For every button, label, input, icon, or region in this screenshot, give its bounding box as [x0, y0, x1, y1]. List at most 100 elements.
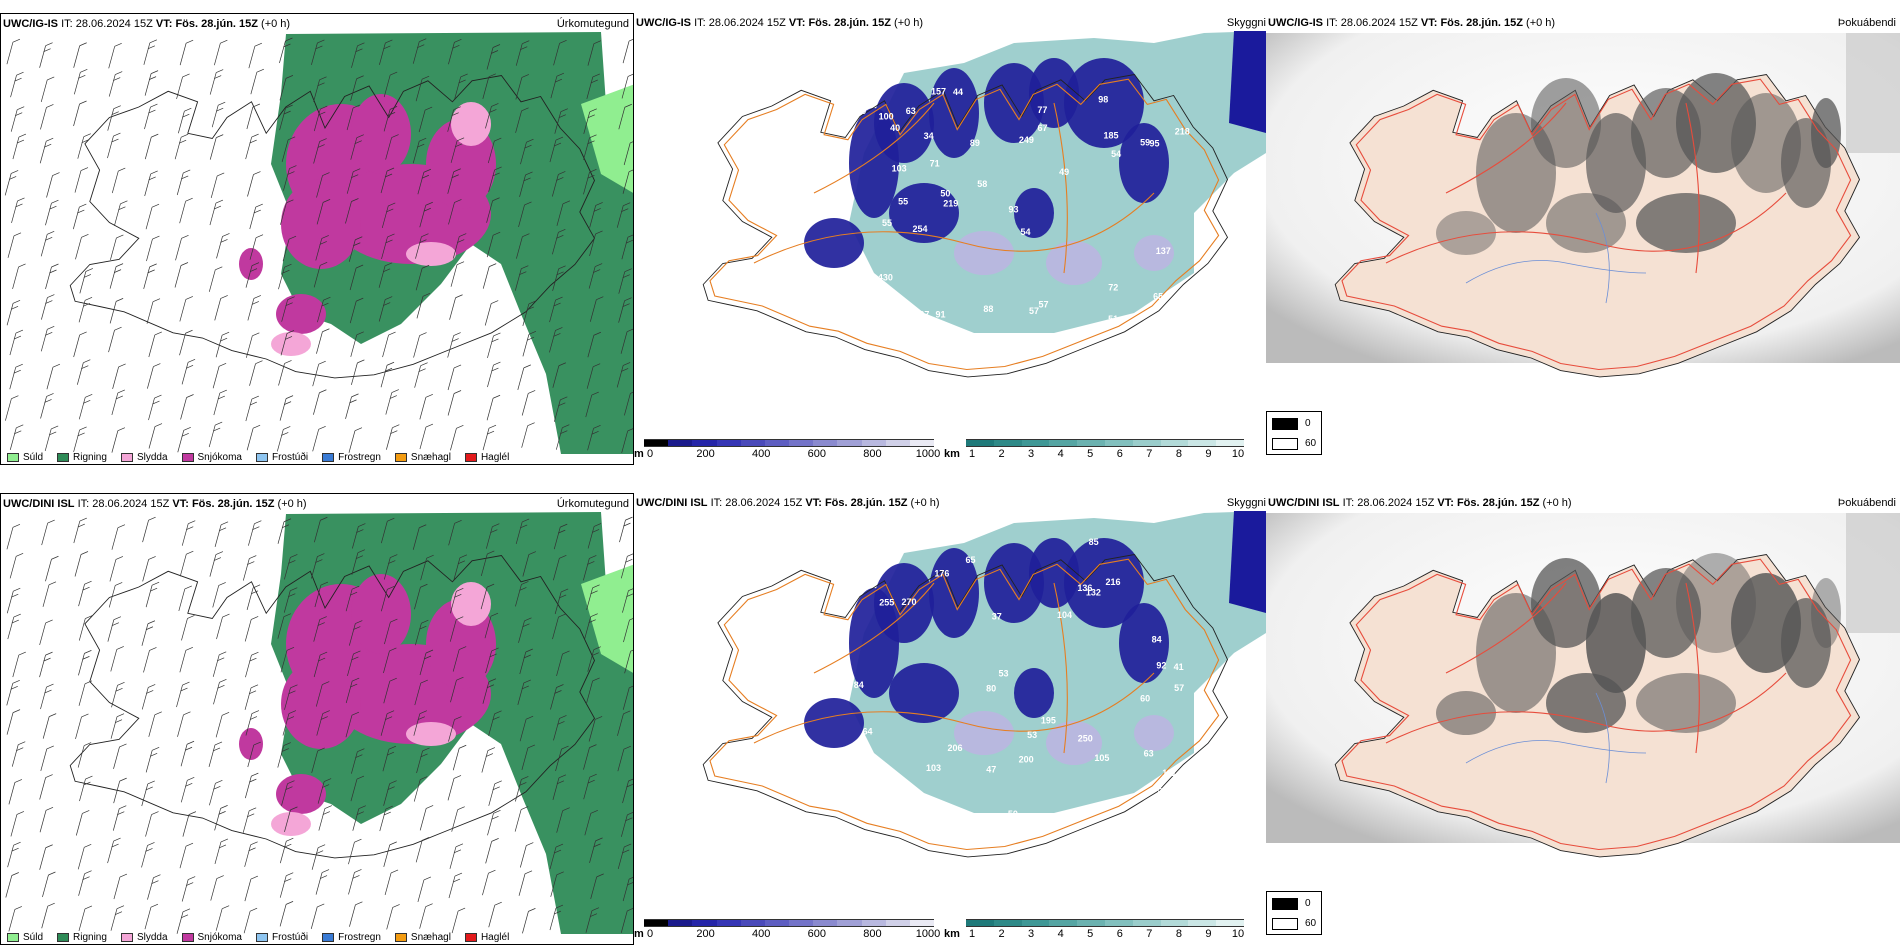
legend-slydda: Slydda — [120, 452, 168, 463]
visibility-value-label: 07 — [919, 309, 929, 319]
colorbar-segment — [1188, 439, 1217, 447]
lead-time: (+0 h) — [894, 17, 924, 29]
visibility-value-labels: 34 88 89 57 50 54 59 57 72 07 44 54 65 51 55 98 103 82 95 4… — [838, 76, 1189, 344]
colorbar-segment — [692, 439, 717, 447]
legend-swatch — [181, 453, 194, 462]
visibility-value-label: 57 — [1038, 299, 1048, 309]
it-label: IT: — [61, 18, 73, 30]
legend-frostregn: Frostregn — [322, 452, 381, 463]
visibility-value-label: 121 — [1176, 805, 1191, 815]
cloudbase-colorbar: m 0 200 400 600 800 1000 — [634, 917, 940, 945]
visibility-value-label: 53 — [1027, 730, 1037, 740]
lead-time: (+0 h) — [1526, 17, 1556, 29]
colorbar-segment — [716, 919, 742, 927]
it-label: IT: — [77, 498, 90, 510]
visibility-colorbar: km 1 2 3 4 5 6 7 8 9 10 — [944, 917, 1250, 945]
legend-swatch — [120, 453, 133, 462]
visibility-value-label: 55 — [882, 218, 892, 228]
visibility-value-label: 41 — [1174, 662, 1184, 672]
panel-header: UWC/IG-IS IT: 28.06.2024 15Z VT: Fös. 28… — [636, 17, 923, 29]
legend-label: Haglél — [480, 932, 510, 943]
fog-legend: 0 60 — [1266, 891, 1322, 935]
road-network — [709, 558, 1220, 851]
colorbar-segment — [966, 919, 995, 927]
fog-legend-low-swatch — [1272, 898, 1298, 910]
legend-haglel: Haglél — [464, 452, 510, 463]
coastline — [69, 555, 596, 859]
visibility-value-label: 51 — [1108, 314, 1118, 324]
colorbar-unit: km — [944, 928, 960, 940]
colorbar-tick-label: 10 — [1231, 448, 1245, 460]
legend-label: Frostúði — [271, 932, 309, 943]
visibility-value-label: 63 — [906, 106, 916, 116]
colorbar-tick-label: 400 — [752, 448, 771, 460]
visibility-map: 3488895750545957720744546551559810382954… — [634, 13, 1266, 465]
fog-map — [1266, 513, 1900, 858]
legend-swatch — [181, 933, 194, 942]
colorbars: m 0 200 400 600 800 1000 km 1 2 3 4 5 6 7 8 9 10 — [634, 437, 1266, 465]
coastline — [702, 554, 1229, 858]
colorbar-segment — [993, 919, 1023, 927]
visibility-value-label: 58 — [977, 179, 987, 189]
precip-type-panel-dini: UWC/DINI ISL IT: 28.06.2024 15Z VT: Fös.… — [0, 493, 634, 945]
legend-label: Frostregn — [338, 932, 381, 943]
visibility-value-label: 206 — [948, 743, 963, 753]
vt-value: Fös. 28.jún. 15Z — [1456, 497, 1540, 509]
legend-swatch — [255, 933, 268, 942]
legend-rigning: Rigning — [57, 932, 107, 943]
colorbar-segment — [644, 919, 669, 927]
legend-snjokoma: Snjókoma — [181, 452, 242, 463]
visibility-value-label: 249 — [1019, 135, 1034, 145]
visibility-value-label: 65 — [1153, 292, 1163, 302]
colorbar-segment — [837, 919, 862, 927]
colorbar-tick-label: 4 — [1057, 928, 1064, 940]
model-name: UWC/IG-IS — [3, 18, 58, 30]
colorbar-segment — [1077, 439, 1106, 447]
colorbar-tick-label: 2 — [998, 448, 1005, 460]
vt-value: Fös. 28.jún. 15Z — [808, 17, 891, 29]
colorbar-segment — [1132, 919, 1162, 927]
colorbar-segment — [668, 439, 693, 447]
panel-header: UWC/DINI ISL IT: 28.06.2024 15Z VT: Fös.… — [1268, 497, 1572, 509]
visibility-value-label: 136 — [1077, 583, 1092, 593]
visibility-value-label: 95 — [1150, 139, 1160, 149]
colorbar-segment — [813, 919, 838, 927]
colorbar-tick-label: 8 — [1175, 928, 1182, 940]
road-network — [1341, 78, 1852, 371]
precip-legend: Súld Rigning Slydda Snjókoma Frostúði Fr… — [7, 932, 523, 943]
visibility-value-label: 254 — [912, 224, 927, 234]
colorbar-segment — [1021, 919, 1050, 927]
vt-value: Fös. 28.jún. 15Z — [824, 497, 908, 509]
visibility-value-label: 55 — [898, 196, 908, 206]
legend-label: Haglél — [480, 452, 510, 463]
colorbar-tick-label: 1000 — [915, 448, 941, 460]
colorbar-segment — [1216, 439, 1245, 447]
vt-label: VT: — [155, 18, 173, 30]
visibility-value-label: 84 — [854, 680, 864, 690]
visibility-value-label: 63 — [1144, 749, 1154, 759]
colorbar-segment — [1216, 919, 1245, 927]
vt-label: VT: — [805, 497, 822, 509]
visibility-value-label: 77 — [1037, 105, 1047, 115]
wind-barbs — [5, 516, 633, 934]
colorbar-segment — [1021, 439, 1050, 447]
vt-value: Fös. 28.jún. 15Z — [175, 18, 258, 30]
panel-header: UWC/DINI ISL IT: 28.06.2024 15Z VT: Fös.… — [636, 497, 940, 509]
visibility-value-label: 40 — [890, 123, 900, 133]
visibility-value-label: 195 — [1041, 715, 1056, 725]
fog-legend-high: 60 — [1305, 918, 1317, 929]
legend-label: Rigning — [73, 452, 107, 463]
visibility-value-label: 176 — [934, 569, 949, 579]
colorbar-segment — [1160, 919, 1189, 927]
visibility-value-label: 218 — [1175, 127, 1190, 137]
colorbar-tick-label: 600 — [807, 448, 826, 460]
colorbar-tick-label: 10 — [1231, 928, 1245, 940]
colorbar-unit: km — [944, 448, 960, 460]
legend-snjokoma: Snjókoma — [181, 932, 242, 943]
fog-panel-ig: UWC/IG-IS IT: 28.06.2024 15Z VT: Fös. 28… — [1266, 13, 1900, 465]
visibility-value-label: 200 — [1019, 754, 1034, 764]
visibility-value-label: 216 — [1106, 577, 1121, 587]
colorbar-tick-label: 4 — [1057, 448, 1064, 460]
visibility-value-label: 104 — [1057, 610, 1072, 620]
